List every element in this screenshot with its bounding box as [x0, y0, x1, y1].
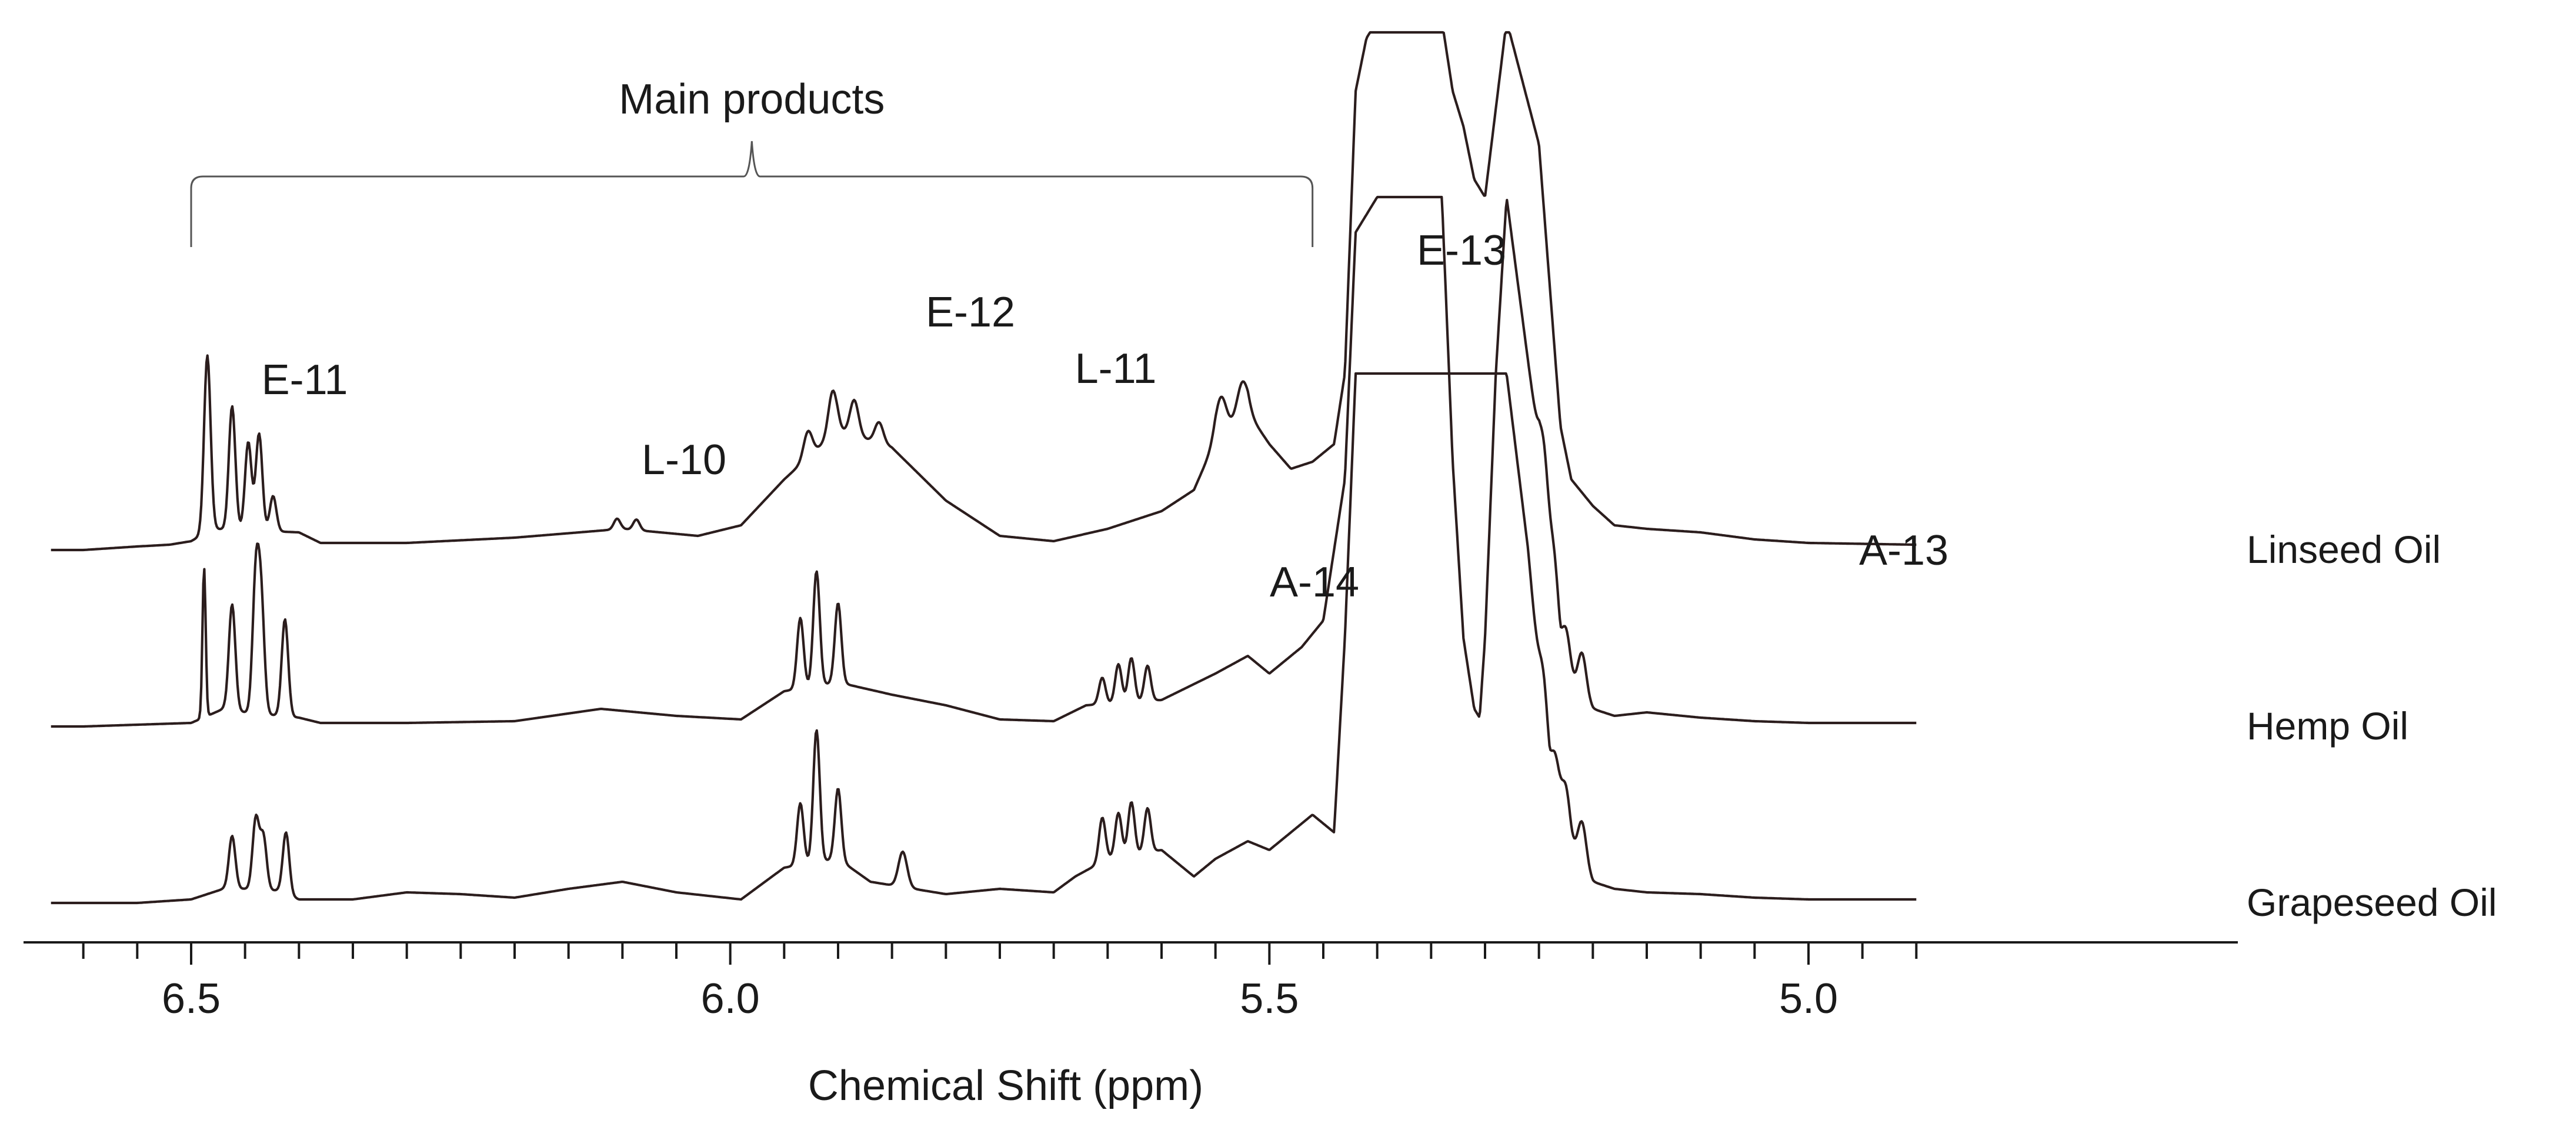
- peak-label-e-11: E-11: [262, 356, 348, 404]
- legend: Linseed Oil Hemp Oil Grapeseed Oil: [2247, 528, 2497, 924]
- x-tick-label: 5.0: [1779, 975, 1838, 1022]
- series-label-grapeseed-oil: Grapeseed Oil: [2247, 881, 2497, 924]
- x-tick-label: 6.5: [162, 975, 221, 1022]
- peak-label-a-14: A-14: [1270, 559, 1359, 606]
- plot-area: [51, 31, 1917, 905]
- series-label-hemp-oil: Hemp Oil: [2247, 704, 2408, 748]
- series-line-hemp-oil: [51, 195, 1917, 728]
- series-label-linseed-oil: Linseed Oil: [2247, 528, 2441, 571]
- peak-label-e-13: E-13: [1417, 227, 1506, 274]
- series-line-linseed-oil: [51, 31, 1917, 552]
- peak-label-l-10: L-10: [642, 436, 726, 484]
- bracket-label: Main products: [619, 76, 885, 123]
- peak-label-a-13: A-13: [1859, 527, 1948, 574]
- x-axis: 6.5 6.0 5.5 5.0: [24, 941, 2238, 1022]
- peak-label-l-11: L-11: [1075, 345, 1157, 392]
- x-axis-title: Chemical Shift (ppm): [808, 1062, 1203, 1109]
- peak-annotations: E-11 L-10 E-12 L-11 E-13 A-14 A-13: [262, 227, 1948, 606]
- series-line-grapeseed-oil: [51, 372, 1917, 905]
- main-products-bracket: Main products: [190, 76, 1314, 247]
- x-tick-label: 6.0: [701, 975, 760, 1022]
- x-tick-label: 5.5: [1240, 975, 1299, 1022]
- bracket-line: [190, 141, 1314, 247]
- peak-label-e-12: E-12: [926, 289, 1015, 336]
